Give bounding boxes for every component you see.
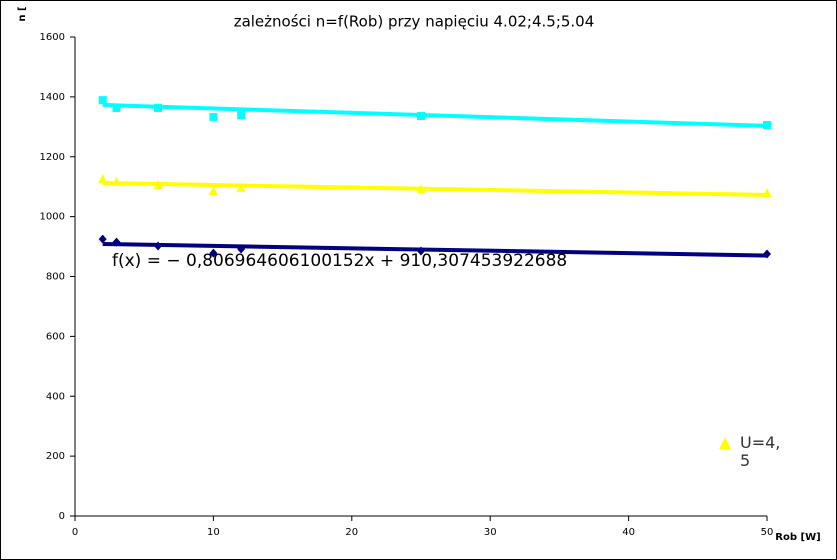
point	[763, 249, 771, 259]
point	[416, 184, 426, 194]
legend-marker	[719, 437, 731, 449]
point	[209, 112, 218, 121]
y-tick-label: 1200	[40, 152, 65, 163]
x-tick-label: 10	[207, 527, 220, 538]
y-tick-label: 1600	[40, 32, 65, 43]
point	[112, 237, 121, 247]
trendline	[102, 102, 768, 128]
y-tick-label: 0	[59, 511, 65, 522]
point	[209, 248, 218, 258]
point	[153, 179, 163, 189]
x-tick-label: 50	[761, 527, 774, 538]
point	[98, 173, 108, 183]
point	[237, 244, 246, 254]
y-tick-label: 1000	[40, 212, 65, 223]
point	[112, 103, 121, 112]
x-tick-label: 30	[484, 527, 497, 538]
point	[98, 234, 107, 244]
point	[154, 103, 163, 112]
x-tick-label: 0	[72, 527, 78, 538]
y-tick-label: 1400	[40, 92, 65, 103]
point	[763, 121, 771, 130]
point	[237, 111, 246, 120]
point	[762, 187, 772, 197]
point	[236, 182, 246, 192]
trendline	[102, 241, 768, 258]
legend-symbol	[719, 437, 731, 449]
point	[417, 112, 425, 121]
point	[154, 241, 163, 251]
trendline	[102, 180, 768, 197]
point	[112, 176, 122, 186]
annotation: f(x) = − 0,806964606100152x + 910,307453…	[112, 251, 567, 271]
y-axis-label: n [	[17, 6, 28, 21]
y-tick-label: 600	[46, 331, 65, 342]
point	[208, 186, 218, 196]
y-tick-label: 400	[46, 391, 65, 402]
x-axis-label: Rob [W]	[775, 532, 820, 543]
legend-label: U=4,5	[740, 433, 781, 470]
point	[417, 246, 425, 256]
x-tick-label: 40	[622, 527, 635, 538]
x-tick-label: 20	[345, 527, 358, 538]
y-tick-label: 800	[46, 272, 65, 283]
y-tick-label: 200	[46, 451, 65, 462]
legend: U=4,5	[718, 434, 784, 470]
chart-title: zależności n=f(Rob) przy napięciu 4.02;4…	[234, 13, 595, 31]
point	[98, 96, 107, 105]
